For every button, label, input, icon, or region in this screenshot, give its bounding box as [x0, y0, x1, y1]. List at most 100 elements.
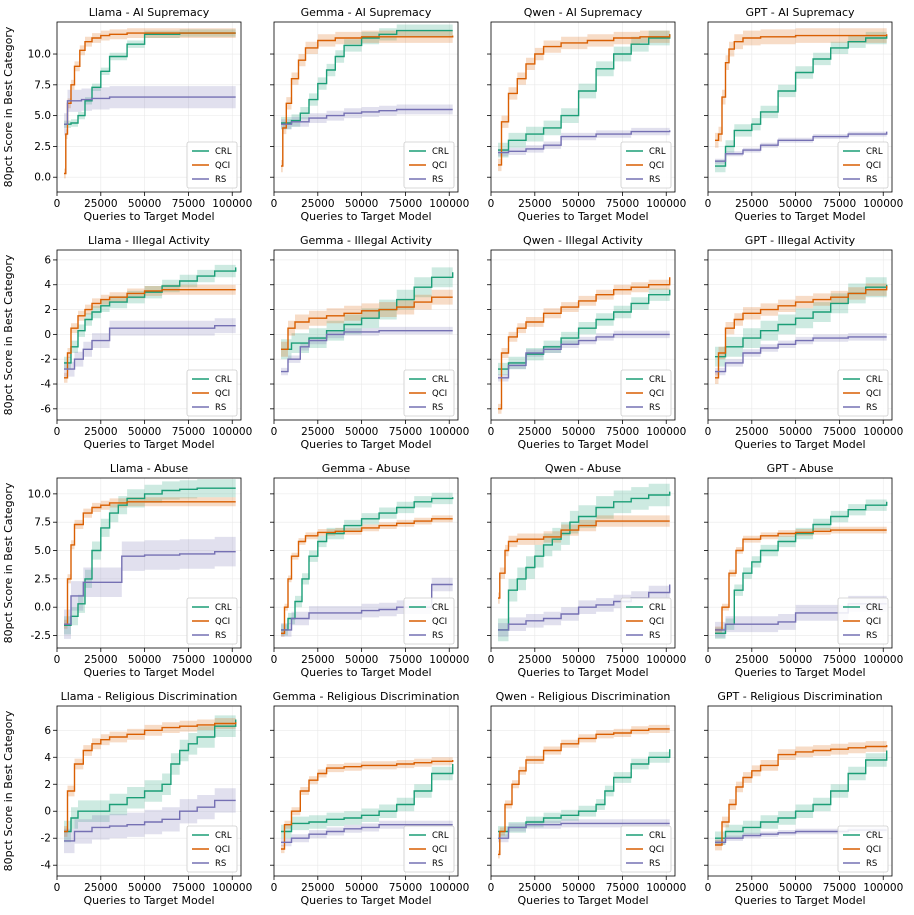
band-qci [715, 279, 887, 384]
x-axis-label: Queries to Target Model [83, 210, 214, 223]
line-rs [498, 333, 670, 379]
x-tick-label: 75000 [172, 654, 205, 666]
legend-frame [403, 141, 455, 189]
subplot-1: 0 25000 50000 75000 100000 0.0 2.5 5.0 7.5 10.0 Ll… [2, 6, 252, 223]
subplot-13: 0 25000 50000 75000 100000 -4 -2 0 2 4 6 Llama - Re… [2, 690, 252, 907]
x-tick-label: 75000 [606, 426, 639, 438]
subplot-title: GPT - Illegal Activity [745, 234, 856, 247]
line-qci [715, 745, 888, 846]
subplot-14: 0 25000 50000 75000 100000 Gemma - Religious … [270, 690, 469, 907]
legend-label-crl: CRL [866, 375, 883, 385]
legend-label-qci: QCI [866, 389, 881, 399]
x-axis-label: Queries to Target Model [83, 894, 214, 907]
line-qci [64, 289, 236, 379]
line-crl [64, 32, 236, 125]
legend-frame [620, 825, 672, 873]
band-qci [498, 724, 670, 859]
x-axis-label: Queries to Target Model [300, 438, 431, 451]
legend-frame [837, 141, 889, 189]
legend-label-qci: QCI [866, 617, 881, 627]
band-crl [281, 24, 453, 130]
legend-label-crl: CRL [432, 147, 449, 157]
axes-frame [273, 477, 459, 649]
x-tick-label: 75000 [389, 426, 422, 438]
x-tick-label: 0 [705, 882, 712, 894]
legend-frame [837, 369, 889, 417]
x-tick-label: 100000 [212, 198, 252, 210]
x-axis-label: Queries to Target Model [734, 894, 865, 907]
subplot-16: 0 25000 50000 75000 100000 GPT - Religious Di… [704, 690, 903, 907]
x-tick-label: 0 [54, 882, 61, 894]
y-axis-label: 80pct Score in Best Category [2, 26, 15, 187]
x-tick-label: 100000 [863, 198, 903, 210]
subplot-title: GPT - Religious Discrimination [717, 690, 882, 703]
legend-label-crl: CRL [649, 831, 666, 841]
x-tick-label: 75000 [606, 198, 639, 210]
legend: CRL QCI RS [837, 825, 889, 873]
x-tick-label: 100000 [212, 654, 252, 666]
y-tick-label: -4 [41, 860, 52, 872]
axes-frame [707, 249, 893, 421]
plot-area [281, 262, 454, 376]
x-axis-label: Queries to Target Model [734, 210, 865, 223]
x-tick-label: 25000 [735, 654, 768, 666]
legend-label-crl: CRL [215, 375, 232, 385]
x-axis-label: Queries to Target Model [300, 894, 431, 907]
x-tick-label: 75000 [172, 882, 205, 894]
x-tick-label: 0 [705, 198, 712, 210]
line-crl [498, 34, 671, 151]
y-tick-label: 2 [44, 779, 51, 791]
legend: CRL QCI RS [403, 597, 455, 645]
plot-area [281, 24, 454, 173]
line-rs [715, 131, 888, 162]
plot-area [715, 26, 888, 173]
band-crl [64, 708, 236, 843]
x-tick-label: 50000 [779, 426, 812, 438]
line-crl [281, 497, 454, 631]
x-axis-label: Queries to Target Model [517, 210, 648, 223]
subplot-3: 0 25000 50000 75000 100000 Qwen - AI Supremac… [487, 6, 686, 223]
legend-label-rs: RS [215, 175, 226, 185]
x-tick-label: 50000 [345, 882, 378, 894]
x-tick-label: 25000 [301, 882, 334, 894]
subplot-10: 0 25000 50000 75000 100000 Gemma - Abuse Queri… [270, 462, 469, 679]
y-tick-label: 10.0 [28, 488, 51, 500]
subplot-title: GPT - AI Supremacy [745, 6, 855, 19]
x-tick-label: 25000 [735, 426, 768, 438]
x-tick-label: 50000 [345, 426, 378, 438]
subplot-5: 0 25000 50000 75000 100000 -6 -4 -2 0 2 4 6 Llama - … [2, 234, 252, 451]
subplot-6: 0 25000 50000 75000 100000 Gemma - Illegal Ac… [270, 234, 469, 451]
x-tick-label: 75000 [606, 882, 639, 894]
plot-area [64, 479, 236, 639]
line-qci [715, 34, 888, 141]
legend-label-crl: CRL [649, 603, 666, 613]
line-qci [281, 35, 454, 167]
subplot-title: Gemma - Illegal Activity [300, 234, 432, 247]
band-crl [498, 480, 670, 642]
line-qci [498, 34, 671, 166]
legend-label-qci: QCI [649, 389, 664, 399]
band-crl [64, 261, 236, 370]
legend-label-rs: RS [866, 175, 877, 185]
line-qci [64, 501, 236, 625]
line-crl [64, 267, 237, 364]
legend-label-crl: CRL [215, 831, 232, 841]
y-tick-label: 0.0 [34, 172, 51, 184]
x-tick-label: 0 [271, 654, 278, 666]
x-tick-label: 50000 [779, 654, 812, 666]
x-tick-label: 100000 [646, 882, 686, 894]
line-rs [498, 130, 671, 154]
legend-label-rs: RS [432, 859, 443, 869]
legend: CRL QCI RS [186, 369, 238, 417]
line-qci [498, 277, 671, 410]
legend: CRL QCI RS [403, 141, 455, 189]
legend-frame [186, 141, 238, 189]
legend: CRL QCI RS [186, 825, 238, 873]
legend-label-crl: CRL [866, 147, 883, 157]
x-tick-label: 100000 [212, 426, 252, 438]
x-tick-label: 100000 [863, 882, 903, 894]
plot-area [64, 708, 237, 854]
x-tick-label: 50000 [779, 198, 812, 210]
x-tick-label: 25000 [84, 654, 117, 666]
